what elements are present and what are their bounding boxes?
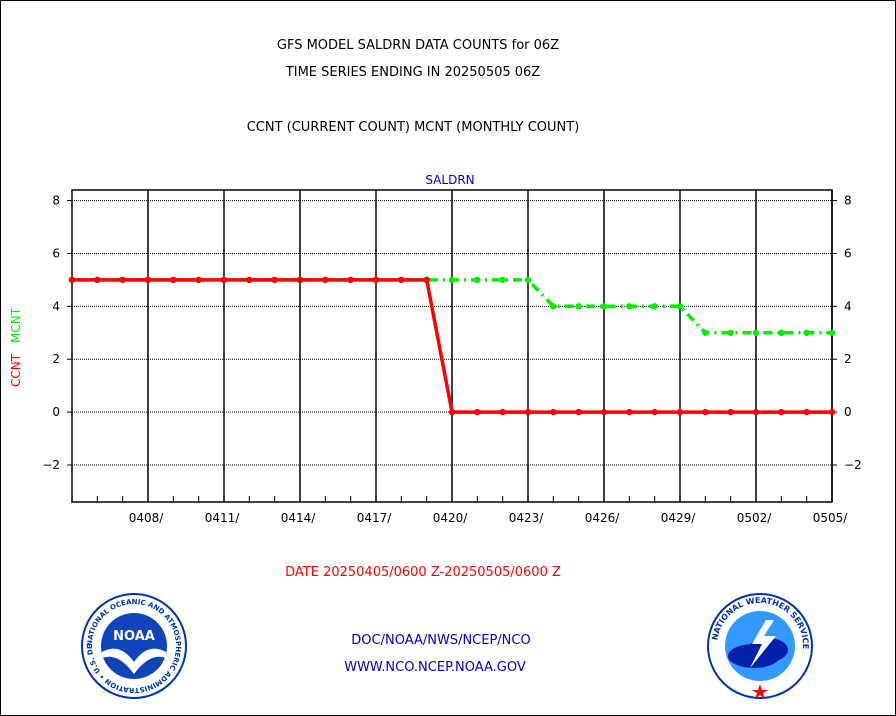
y-axis-label-mcnt: MCNT: [9, 307, 23, 343]
data-point-mcnt: [448, 276, 456, 284]
data-point-ccnt: [170, 276, 177, 284]
y-axis-label-ccnt: CCNT: [9, 353, 23, 387]
noaa-logo-text: NOAA: [113, 629, 155, 644]
url-line: WWW.NCO.NCEP.NOAA.GOV: [344, 660, 526, 675]
y-tick-label-left: 0: [52, 405, 60, 419]
data-point-ccnt: [626, 408, 633, 416]
data-point-ccnt: [68, 276, 76, 284]
data-point-mcnt: [828, 329, 836, 336]
data-point-ccnt: [778, 408, 785, 416]
x-tick-label: 0423/: [509, 511, 545, 525]
y-tick-label-left: 2: [52, 352, 60, 366]
data-point-mcnt: [727, 329, 734, 336]
data-point-ccnt: [524, 408, 532, 416]
date-range-label: DATE 20250405/0600 Z-20250505/0600 Z: [285, 565, 561, 580]
org-line: DOC/NOAA/NWS/NCEP/NCO: [351, 633, 531, 648]
y-tick-label-left: 4: [52, 299, 60, 313]
chart-title-line1: GFS MODEL SALDRN DATA COUNTS for 06Z: [276, 38, 560, 53]
y-tick-label-right: 8: [844, 194, 852, 208]
chart-subtitle: CCNT (CURRENT COUNT) MCNT (MONTHLY COUNT…: [246, 120, 580, 135]
data-point-ccnt: [144, 276, 152, 284]
data-point-mcnt: [676, 303, 684, 310]
y-tick-label-left: 8: [52, 194, 60, 208]
data-point-mcnt: [550, 303, 557, 310]
data-point-ccnt: [423, 276, 430, 284]
data-point-mcnt: [651, 303, 658, 310]
data-point-ccnt: [347, 276, 354, 284]
data-point-ccnt: [322, 276, 329, 284]
data-point-mcnt: [600, 303, 608, 310]
data-point-ccnt: [220, 276, 228, 284]
data-point-mcnt: [499, 276, 506, 284]
y-tick-label-left: −2: [42, 458, 60, 472]
data-point-ccnt: [94, 276, 101, 284]
y-tick-label-right: 2: [844, 352, 852, 366]
data-point-mcnt: [474, 276, 481, 284]
data-point-ccnt: [195, 276, 202, 284]
data-point-ccnt: [727, 408, 734, 416]
x-tick-label: 0420/: [433, 511, 469, 525]
x-tick-label: 0411/: [205, 511, 241, 525]
data-point-ccnt: [752, 408, 760, 416]
y-tick-label-right: 0: [844, 405, 852, 419]
x-tick-label: 0408/: [129, 511, 165, 525]
x-tick-label: 0505/: [813, 511, 849, 525]
data-point-ccnt: [296, 276, 304, 284]
chart-inner-title: SALDRN: [425, 173, 474, 187]
y-tick-label-right: 6: [844, 246, 852, 260]
data-point-mcnt: [524, 276, 532, 284]
data-point-ccnt: [600, 408, 608, 416]
data-point-ccnt: [575, 408, 582, 416]
data-point-mcnt: [575, 303, 582, 310]
x-tick-label: 0426/: [585, 511, 621, 525]
data-point-ccnt: [474, 408, 481, 416]
data-point-ccnt: [398, 276, 405, 284]
x-tick-label: 0429/: [661, 511, 697, 525]
data-point-ccnt: [448, 408, 456, 416]
x-tick-label: 0414/: [281, 511, 317, 525]
data-point-ccnt: [372, 276, 380, 284]
data-point-ccnt: [651, 408, 658, 416]
data-point-mcnt: [803, 329, 810, 336]
y-tick-label-right: 4: [844, 299, 852, 313]
x-tick-label: 0502/: [737, 511, 773, 525]
y-tick-label-left: 6: [52, 246, 60, 260]
y-tick-label-right: −2: [844, 458, 862, 472]
data-point-ccnt: [676, 408, 684, 416]
data-point-ccnt: [550, 408, 557, 416]
nws-logo: NATIONAL WEATHER SERVICE: [707, 593, 813, 699]
data-point-ccnt: [271, 276, 278, 284]
data-point-mcnt: [778, 329, 785, 336]
chart-title-line2: TIME SERIES ENDING IN 20250505 06Z: [285, 65, 541, 80]
data-point-mcnt: [626, 303, 633, 310]
data-point-ccnt: [119, 276, 126, 284]
data-point-mcnt: [752, 329, 760, 336]
data-point-ccnt: [246, 276, 253, 284]
data-point-mcnt: [702, 329, 709, 336]
data-point-ccnt: [499, 408, 506, 416]
data-point-ccnt: [803, 408, 810, 416]
noaa-logo: NATIONAL OCEANIC AND ATMOSPHERIC ADMINIS…: [80, 592, 187, 699]
data-point-ccnt: [828, 408, 836, 416]
data-point-ccnt: [702, 408, 709, 416]
x-tick-label: 0417/: [357, 511, 393, 525]
